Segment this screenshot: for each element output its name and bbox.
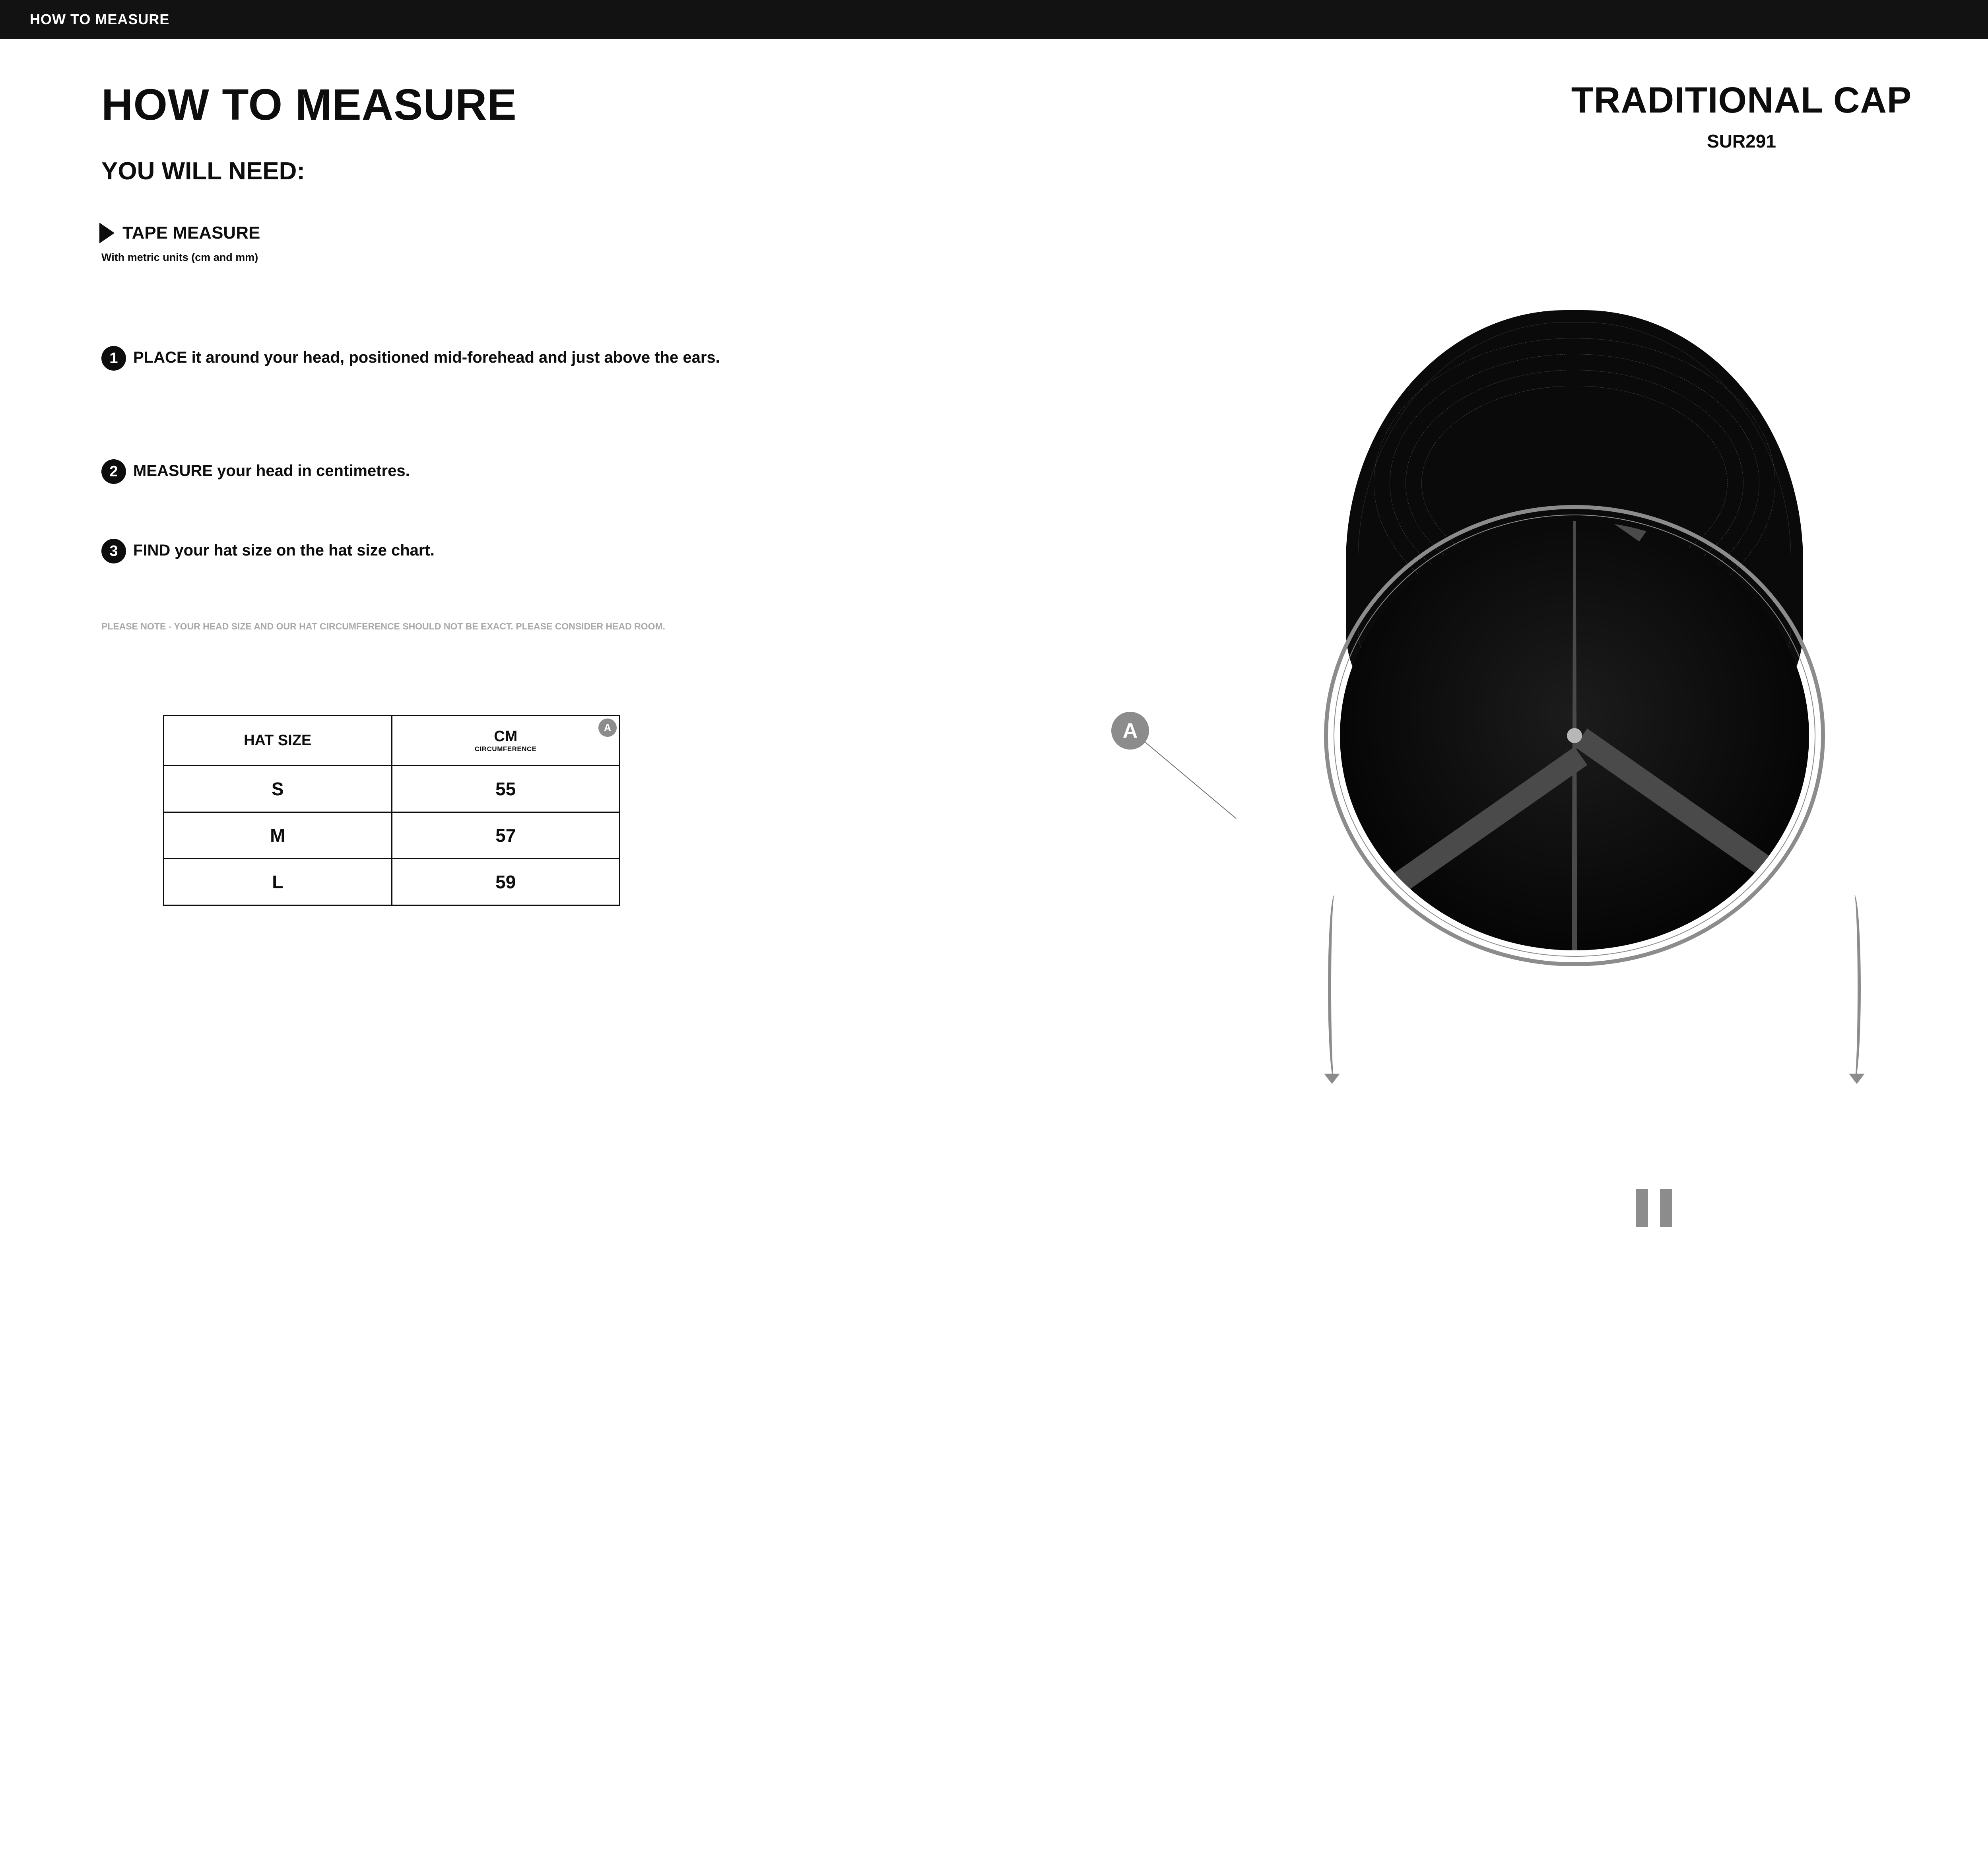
callout-leader-line — [1063, 742, 1237, 916]
page-title: HOW TO MEASURE — [101, 80, 517, 130]
cap-strap-tab — [1636, 1189, 1648, 1227]
tape-measure-sub: With metric units (cm and mm) — [101, 251, 258, 264]
cap-crown — [1340, 521, 1809, 950]
step-number-badge-2: 2 — [101, 459, 126, 484]
step-number-badge-1: 1 — [101, 346, 126, 371]
cap-illustration — [1324, 310, 1940, 966]
circumference-arrow-left — [1328, 895, 1344, 1082]
table-cell-size: S — [164, 766, 392, 812]
table-cell-cm: 55 — [392, 766, 620, 812]
tape-measure-row: TAPE MEASURE — [99, 223, 260, 243]
crown-seam-diagonal — [1574, 728, 1809, 950]
cap-strap-tab — [1660, 1189, 1672, 1227]
table-cell-size: L — [164, 859, 392, 905]
table-row: S 55 — [164, 766, 620, 812]
step-item: 3 FIND your hat size on the hat size cha… — [101, 539, 435, 563]
circumference-arrow-right — [1845, 895, 1861, 1082]
table-header-cm: CM CIRCUMFERENCE A — [392, 716, 620, 766]
page-header-title: HOW TO MEASURE — [30, 11, 169, 28]
step-item: 1 PLACE it around your head, positioned … — [101, 346, 720, 371]
table-cell-cm: 59 — [392, 859, 620, 905]
cap-crown-button — [1567, 728, 1582, 743]
triangle-bullet-icon — [99, 223, 115, 243]
product-title: TRADITIONAL CAP — [1244, 80, 1988, 121]
step-number-badge-3: 3 — [101, 539, 126, 563]
header-bar: HOW TO MEASURE SS SURRIDGE — [0, 0, 1988, 39]
step-item: 2 MEASURE your head in centimetres. — [101, 459, 410, 484]
you-will-need-title: YOU WILL NEED: — [101, 157, 305, 185]
hat-size-table: HAT SIZE CM CIRCUMFERENCE A S 55 M 57 L … — [163, 715, 620, 906]
tape-measure-label: TAPE MEASURE — [122, 223, 260, 243]
note-text: PLEASE NOTE - YOUR HEAD SIZE AND OUR HAT… — [101, 620, 722, 634]
table-cell-size: M — [164, 812, 392, 859]
crown-seam-diagonal — [1340, 747, 1587, 950]
product-sku: SUR291 — [1244, 130, 1988, 152]
table-badge-a: A — [598, 719, 617, 737]
table-row: L 59 — [164, 859, 620, 905]
table-header-hat-size: HAT SIZE — [164, 716, 392, 766]
table-row: M 57 — [164, 812, 620, 859]
step-text-2: MEASURE your head in centimetres. — [133, 459, 410, 482]
table-cell-cm: 57 — [392, 812, 620, 859]
step-text-1: PLACE it around your head, positioned mi… — [133, 346, 720, 369]
step-text-3: FIND your hat size on the hat size chart… — [133, 539, 435, 561]
